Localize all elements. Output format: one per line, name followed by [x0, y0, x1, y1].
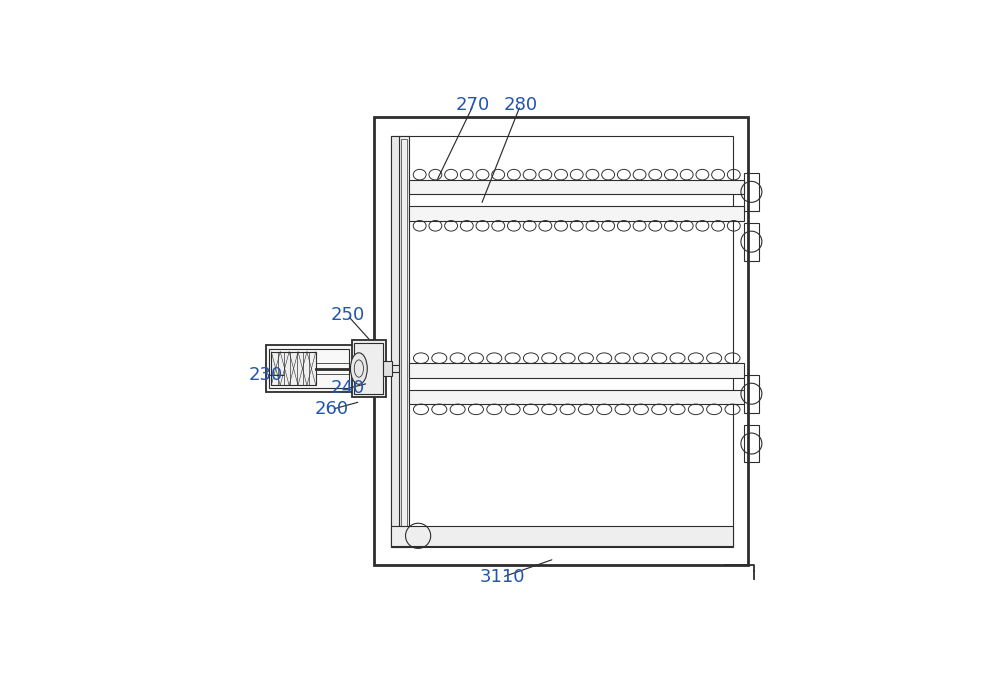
Text: 3110: 3110 [479, 568, 525, 586]
Bar [744, 425, 759, 462]
Bar [744, 173, 759, 210]
Bar [374, 117, 748, 565]
Bar [409, 390, 744, 405]
Text: 260: 260 [315, 400, 349, 418]
Bar [269, 349, 349, 388]
Bar [409, 206, 744, 221]
Text: 240: 240 [330, 379, 364, 398]
Bar [744, 223, 759, 261]
Ellipse shape [350, 353, 367, 384]
Text: 250: 250 [330, 306, 364, 324]
Bar [409, 180, 744, 195]
Bar [401, 139, 407, 545]
Bar [391, 136, 733, 548]
Bar [391, 136, 399, 548]
Bar [352, 340, 386, 398]
Bar [391, 526, 733, 545]
Text: 230: 230 [249, 366, 283, 384]
Text: 270: 270 [456, 96, 490, 114]
Bar [744, 375, 759, 413]
Bar [383, 361, 392, 377]
Bar [271, 352, 316, 385]
Bar [266, 345, 353, 392]
Bar [354, 343, 383, 394]
Text: 280: 280 [503, 96, 537, 114]
Bar [409, 363, 744, 378]
Bar [399, 136, 409, 548]
